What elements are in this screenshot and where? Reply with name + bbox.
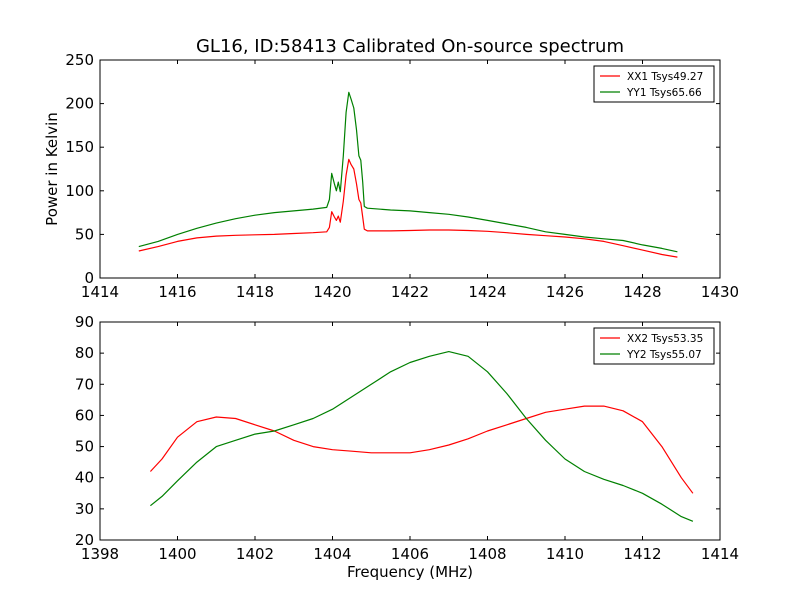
x-tick-label: 1422 [391,283,429,301]
x-tick-label: 1406 [391,545,429,563]
y-tick-label: 50 [75,438,94,456]
legend-label: YY1 Tsys65.66 [626,87,702,99]
series-line-yy1 [138,91,678,253]
y-tick-label: 90 [75,313,94,331]
y-tick-label: 200 [65,95,94,113]
y-axis-label: Power in Kelvin [43,112,61,226]
y-tick-label: 40 [75,469,94,487]
y-tick-label: 70 [75,375,94,393]
x-tick-label: 1398 [81,545,119,563]
y-tick-label: 50 [75,225,94,243]
x-tick-label: 1426 [546,283,584,301]
x-tick-label: 1414 [701,545,739,563]
x-tick-label: 1416 [158,283,196,301]
y-tick-label: 150 [65,138,94,156]
legend: XX1 Tsys49.27 YY1 Tsys65.66 [593,65,715,103]
y-tick-label: 250 [65,51,94,69]
series-line-xx2 [149,405,694,494]
x-tick-label: 1418 [236,283,274,301]
x-axis-label: Frequency (MHz) [347,563,473,581]
x-tick-label: 1420 [313,283,351,301]
series-line-yy2 [150,351,694,522]
y-tick-label: 30 [75,500,94,518]
x-tick-label: 1430 [701,283,739,301]
x-tick-label: 1404 [313,545,351,563]
x-tick-label: 1400 [158,545,196,563]
legend-label: YY2 Tsys55.07 [626,349,702,361]
y-tick-label: 20 [75,531,94,549]
legend-box [593,65,715,103]
x-tick-label: 1402 [236,545,274,563]
x-tick-label: 1408 [468,545,506,563]
chart-title: GL16, ID:58413 Calibrated On-source spec… [196,36,624,57]
legend-label: XX2 Tsys53.35 [627,333,703,345]
x-tick-label: 1410 [546,545,584,563]
x-tick-label: 1414 [81,283,119,301]
x-tick-label: 1428 [623,283,661,301]
legend: XX2 Tsys53.35 YY2 Tsys55.07 [593,327,715,365]
x-tick-label: 1412 [623,545,661,563]
y-tick-label: 100 [65,182,94,200]
y-tick-label: 80 [75,344,94,362]
x-tick-label: 1424 [468,283,506,301]
top-chart: 1414 1416 1418 1420 1422 1424 1426 1428 1430 0 50 1… [43,36,739,301]
series-line-xx1 [138,158,678,258]
y-tick-label: 60 [75,406,94,424]
bottom-chart: 1398 1400 1402 1404 1406 1408 1410 1412 1414 20 30… [75,313,739,581]
legend-box [593,327,715,365]
legend-label: XX1 Tsys49.27 [627,71,703,83]
y-tick-label: 0 [84,269,94,287]
